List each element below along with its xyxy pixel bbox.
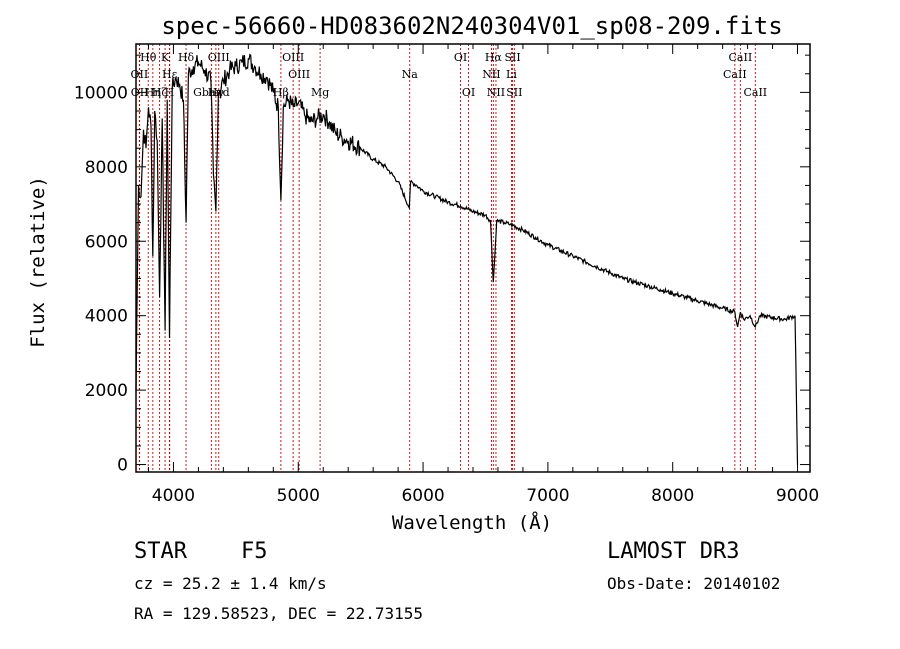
line-marker-label: Li [506,68,517,81]
y-tick-label: 0 [117,456,128,476]
line-marker-label: NII [482,68,500,81]
survey-label: LAMOST DR3 [607,539,740,564]
subclass-label: F5 [241,539,268,564]
line-markers [138,44,756,472]
x-axis-ticks: 4000 5000 6000 7000 8000 9000 [147,44,819,506]
line-marker-label: K [161,51,170,64]
y-tick-label: 4000 [85,307,128,327]
y-tick-label: 2000 [85,381,128,401]
x-tick-label: 7000 [526,486,569,506]
y-tick-label: 8000 [85,158,128,178]
x-tick-label: 6000 [401,486,444,506]
x-tick-label: 9000 [776,486,819,506]
line-marker-label: Hθ [140,51,157,64]
chart-title: spec-56660-HD083602N240304V01_sp08-209.f… [161,12,782,40]
line-marker-label: SII [504,51,520,64]
plot-frame [135,43,811,473]
line-marker-label: Hδ [178,51,195,64]
line-marker-label: Hε [162,68,178,81]
line-marker-label: Hη [145,86,161,99]
redshift-velocity: cz = 25.2 ± 1.4 km/s [134,574,327,593]
line-marker-label: NII [487,86,505,99]
line-marker-label: Hγ [208,86,225,99]
y-axis-ticks: 0 2000 4000 6000 8000 10000 [74,54,810,476]
y-tick-label: 10000 [74,83,128,103]
observation-date: Obs-Date: 20140102 [607,574,781,593]
class-label: STAR [134,539,187,564]
x-tick-label: 8000 [651,486,694,506]
line-marker-label: OIII [282,51,304,64]
y-axis-label: Flux (relative) [27,176,49,348]
line-marker-label: OI [462,86,475,99]
x-axis-label: Wavelength (Å) [392,511,552,534]
x-tick-label: 5000 [277,486,320,506]
line-marker-label: Hα [485,51,503,64]
line-marker-label: Hζ [152,86,168,99]
line-marker-label: H [165,86,175,99]
line-marker-label: OIII [288,68,310,81]
ra-dec-coordinates: RA = 129.58523, DEC = 22.73155 [134,604,423,623]
line-marker-label: CaII [743,86,767,99]
y-tick-label: 6000 [85,232,128,252]
line-marker-label: OII [131,68,149,81]
line-marker-label: Na [402,68,419,81]
line-marker-label: OIII [208,51,230,64]
line-marker-label: CaII [723,68,747,81]
spectrum-line [135,53,799,465]
line-marker-label: OI [454,51,467,64]
x-tick-label: 4000 [152,486,195,506]
line-marker-label: Mg [311,86,329,99]
line-marker-label: CaII [729,51,753,64]
line-marker-label: SII [506,86,522,99]
line-marker-label: Hβ [273,86,289,99]
